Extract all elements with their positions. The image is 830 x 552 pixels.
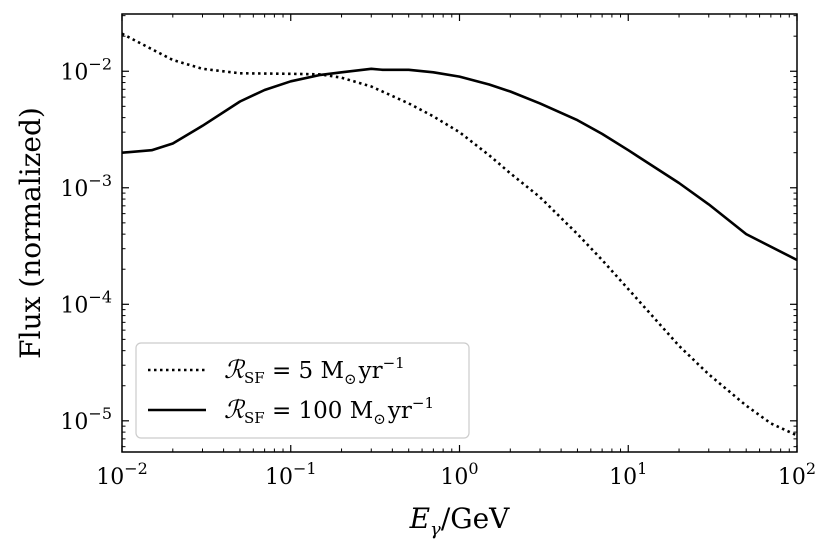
x-axis-label: Eγ/GeV xyxy=(409,502,511,540)
x-tick-label: 102 xyxy=(778,459,816,490)
x-tick-label: 101 xyxy=(609,459,647,490)
series-line-sfr-100 xyxy=(121,67,798,262)
legend-label: ℛSF = 100 M⊙yr−1 xyxy=(224,394,434,428)
y-axis-label: Flux (normalized) xyxy=(14,107,47,359)
legend-label: ℛSF = 5 M⊙yr−1 xyxy=(224,354,405,388)
series-line-sfr-5 xyxy=(121,32,798,437)
series-layer xyxy=(121,32,798,437)
x-tick-label: 100 xyxy=(440,459,478,490)
x-tick-label: 10−1 xyxy=(265,459,317,490)
legend: ℛSF = 5 M⊙yr−1 ℛSF = 100 M⊙yr−1 xyxy=(135,342,470,439)
y-tick-label: 10−5 xyxy=(60,404,112,435)
legend-box xyxy=(135,342,470,439)
y-tick-label: 10−2 xyxy=(60,54,112,85)
x-tick-label: 10−2 xyxy=(96,459,148,490)
ticks-layer: 10−2 10−1 100 101 102 10−5 10−4 10−3 10−2 xyxy=(60,14,816,490)
plot-frame xyxy=(121,13,798,453)
y-tick-label: 10−4 xyxy=(60,287,112,318)
y-tick-label: 10−3 xyxy=(60,171,112,202)
